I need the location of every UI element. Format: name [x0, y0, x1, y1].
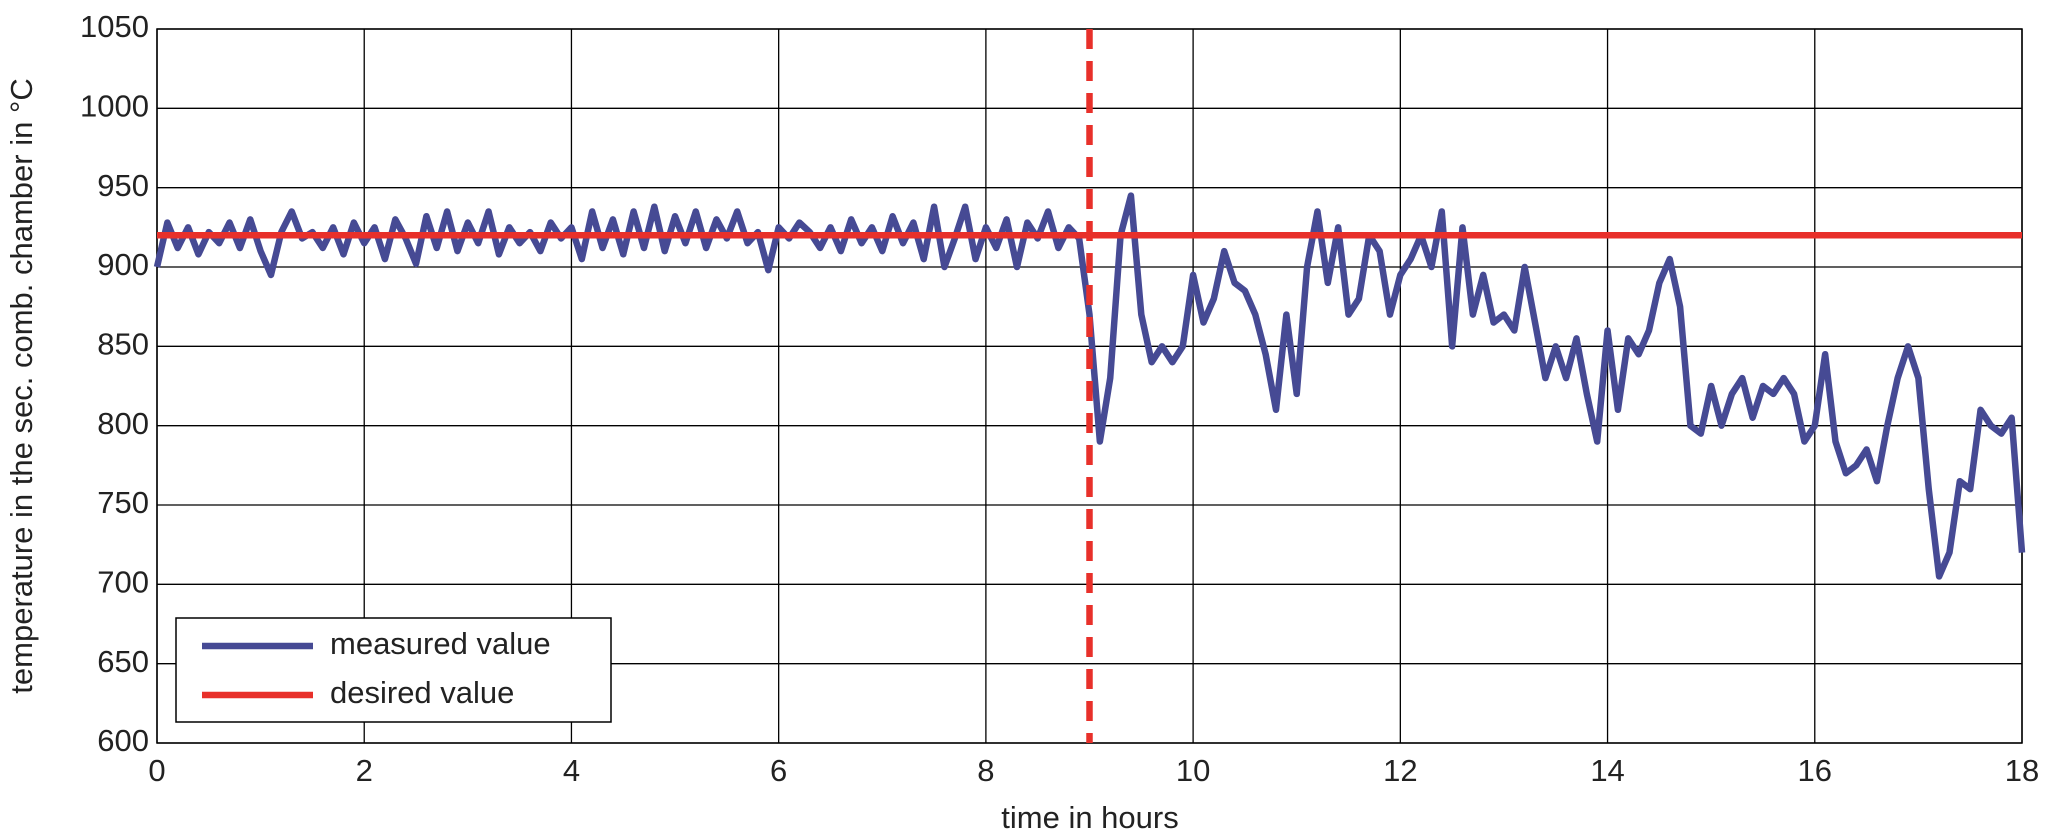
legend-label: desired value [330, 675, 514, 710]
x-tick-label: 4 [563, 753, 580, 788]
x-tick-label: 6 [770, 753, 787, 788]
legend-box [175, 617, 612, 723]
y-tick-label: 800 [97, 406, 149, 441]
y-tick-label: 1050 [80, 9, 149, 44]
x-tick-label: 18 [2005, 753, 2039, 788]
x-tick-label: 10 [1176, 753, 1210, 788]
x-tick-label: 16 [1798, 753, 1832, 788]
y-tick-label: 750 [97, 485, 149, 520]
y-tick-label: 950 [97, 168, 149, 203]
x-tick-label: 0 [148, 753, 165, 788]
x-tick-label: 8 [977, 753, 994, 788]
x-axis-label: time in hours [1001, 800, 1178, 835]
y-tick-label: 850 [97, 327, 149, 362]
y-axis-label: temperature in the sec. comb. chamber in… [4, 78, 39, 693]
y-tick-label: 1000 [80, 89, 149, 124]
y-tick-label: 900 [97, 247, 149, 282]
y-tick-label: 700 [97, 565, 149, 600]
data-line [153, 192, 2026, 580]
legend-label: measured value [330, 626, 551, 661]
x-tick-label: 12 [1383, 753, 1417, 788]
x-tick-label: 14 [1590, 753, 1624, 788]
x-tick-label: 2 [356, 753, 373, 788]
y-tick-label: 650 [97, 644, 149, 679]
y-tick-label: 600 [97, 723, 149, 758]
